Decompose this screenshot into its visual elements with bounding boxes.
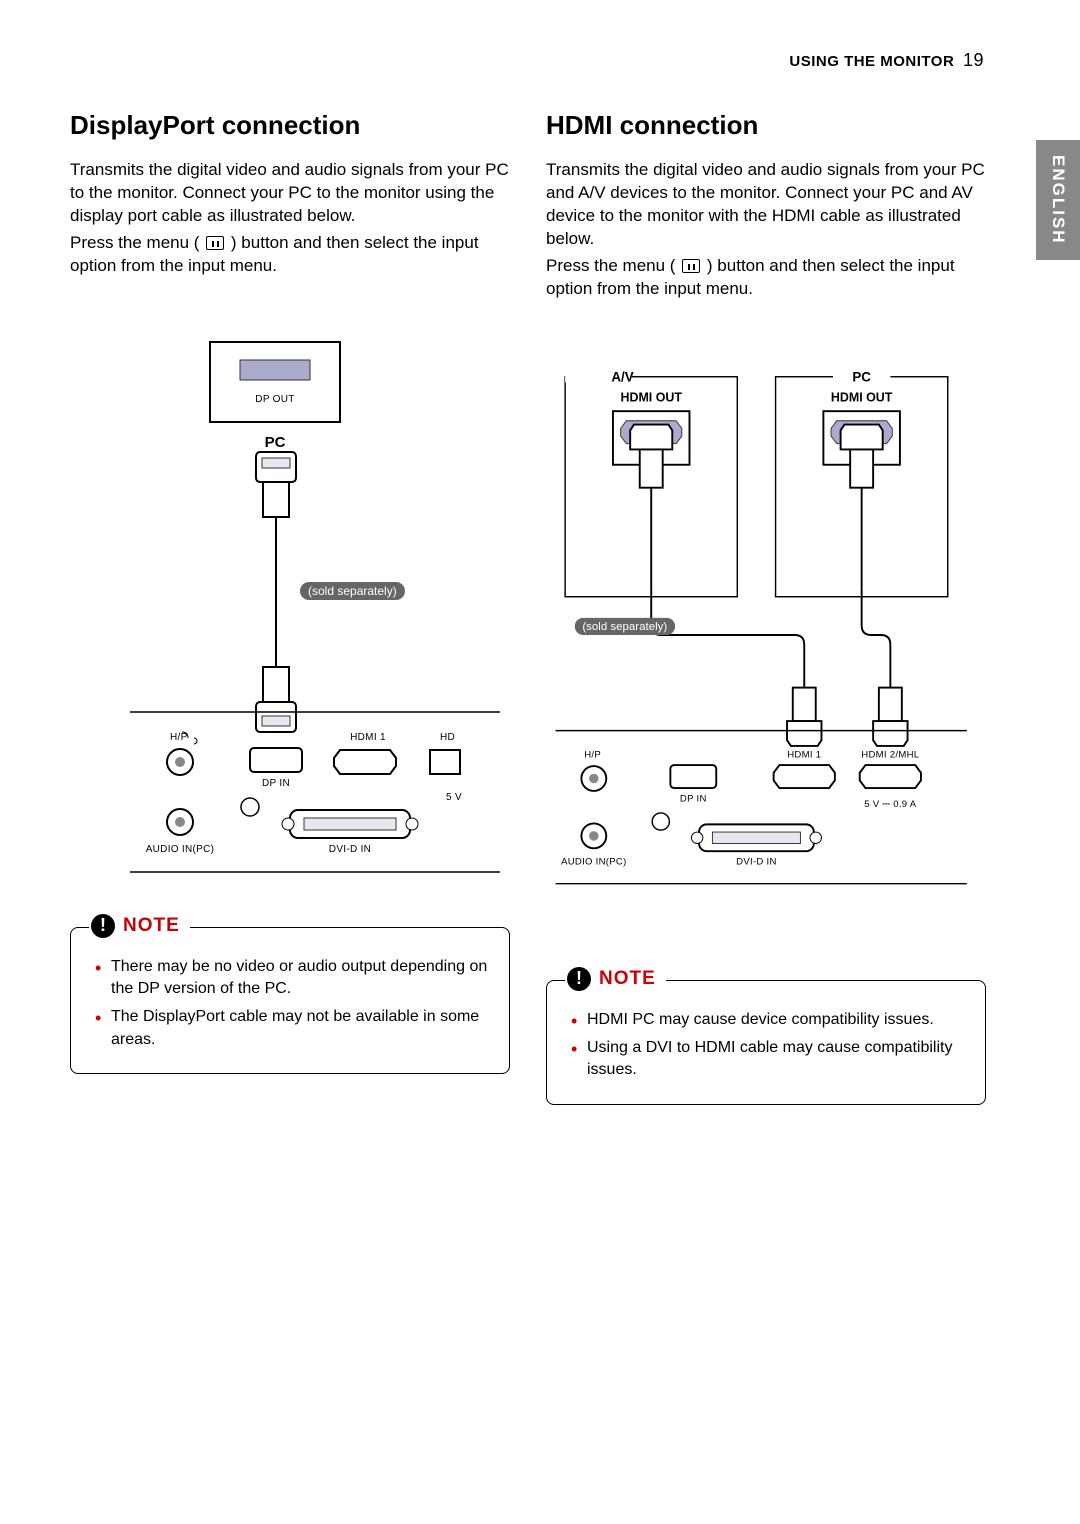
pc-label: PC: [265, 434, 286, 451]
svg-text:A/V: A/V: [611, 369, 633, 384]
page-number: 19: [963, 50, 984, 70]
svg-text:PC: PC: [852, 369, 871, 384]
hdmi-diagram: A/V HDMI OUT PC HDMI OUT (sold separatel…: [546, 355, 986, 915]
svg-text:DP IN: DP IN: [680, 793, 707, 804]
note-label: NOTE: [123, 915, 180, 937]
note-title: ! NOTE: [89, 914, 190, 938]
svg-text:AUDIO IN(PC): AUDIO IN(PC): [146, 844, 215, 855]
menu-icon: [682, 259, 700, 273]
note-list: HDMI PC may cause device compatibility i…: [565, 1009, 967, 1082]
hdmi-note-box: ! NOTE HDMI PC may cause device compatib…: [546, 980, 986, 1105]
svg-text:HD: HD: [440, 732, 455, 743]
svg-text:DVI-D IN: DVI-D IN: [329, 844, 371, 855]
dp-diagram: DP OUT PC (sold separately) H/P DP IN: [70, 332, 510, 892]
press-menu-a: Press the menu (: [70, 233, 199, 252]
hdmi-para1: Transmits the digital video and audio si…: [546, 159, 986, 251]
page-header: USING THE MONITOR 19: [789, 50, 984, 71]
svg-text:HDMI 2/MHL: HDMI 2/MHL: [861, 749, 919, 760]
note-title: ! NOTE: [565, 967, 666, 991]
note-item: The DisplayPort cable may not be availab…: [95, 1006, 491, 1051]
dp-out-label: DP OUT: [255, 394, 294, 405]
hdmi-para2: Press the menu ( ) button and then selec…: [546, 255, 986, 301]
dp-note-box: ! NOTE There may be no video or audio ou…: [70, 927, 510, 1075]
dp-para1: Transmits the digital video and audio si…: [70, 159, 510, 228]
svg-text:DP IN: DP IN: [262, 778, 290, 789]
exclamation-icon: !: [91, 914, 115, 938]
svg-text:HDMI OUT: HDMI OUT: [621, 390, 683, 404]
section-name: USING THE MONITOR: [789, 53, 954, 70]
svg-text:5 V: 5 V: [446, 792, 462, 803]
press-menu-a: Press the menu (: [546, 256, 675, 275]
dp-title: DisplayPort connection: [70, 110, 510, 141]
hdmi-title: HDMI connection: [546, 110, 986, 141]
svg-text:HDMI 1: HDMI 1: [787, 749, 821, 760]
svg-text:AUDIO IN(PC): AUDIO IN(PC): [561, 856, 626, 867]
svg-text:H/P: H/P: [584, 749, 601, 760]
svg-text:HDMI 1: HDMI 1: [350, 732, 386, 743]
note-label: NOTE: [599, 968, 656, 990]
exclamation-icon: !: [567, 967, 591, 991]
left-column: DisplayPort connection Transmits the dig…: [70, 110, 510, 1074]
sold-separately: (sold separately): [575, 617, 675, 634]
svg-text:5 V ⎓ 0.9 A: 5 V ⎓ 0.9 A: [864, 799, 917, 810]
sold-separately: (sold separately): [300, 582, 405, 600]
svg-text:HDMI OUT: HDMI OUT: [831, 390, 893, 404]
note-item: Using a DVI to HDMI cable may cause comp…: [571, 1037, 967, 1082]
note-list: There may be no video or audio output de…: [89, 956, 491, 1052]
dp-para2: Press the menu ( ) button and then selec…: [70, 232, 510, 278]
language-tab: ENGLISH: [1036, 140, 1080, 260]
note-item: HDMI PC may cause device compatibility i…: [571, 1009, 967, 1031]
svg-text:DVI-D IN: DVI-D IN: [736, 856, 776, 867]
right-column: HDMI connection Transmits the digital vi…: [546, 110, 986, 1105]
svg-text:H/P: H/P: [170, 732, 188, 743]
menu-icon: [206, 236, 224, 250]
note-item: There may be no video or audio output de…: [95, 956, 491, 1001]
